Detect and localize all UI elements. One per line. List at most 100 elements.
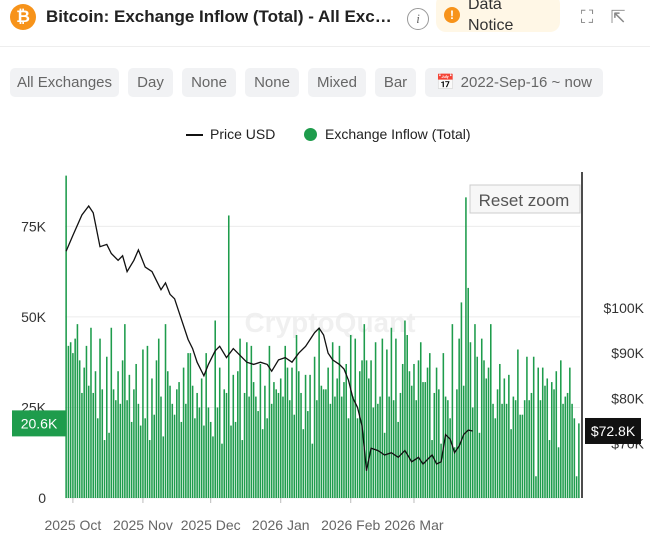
- inflow-bar: [397, 421, 399, 498]
- inflow-bar: [194, 418, 196, 498]
- inflow-bar: [176, 389, 178, 498]
- inflow-bar: [535, 476, 537, 498]
- watermark: CryptoQuant: [244, 307, 415, 338]
- inflow-bar: [266, 418, 268, 498]
- inflow-bar: [99, 338, 101, 498]
- inflow-bar: [74, 338, 76, 498]
- info-icon[interactable]: i: [407, 8, 429, 30]
- inflow-bar: [419, 342, 422, 498]
- inflow-bar: [517, 349, 519, 498]
- inflow-bar: [121, 360, 124, 498]
- filter-scale[interactable]: Mixed: [308, 68, 366, 97]
- inflow-bar: [401, 363, 404, 498]
- svg-text:CryptoQuant: CryptoQuant: [244, 307, 415, 338]
- inflow-bar: [474, 324, 476, 498]
- inflow-bar: [173, 414, 176, 498]
- inflow-bar: [467, 287, 469, 498]
- inflow-bar: [499, 363, 501, 498]
- inflow-bar: [241, 440, 244, 498]
- inflow-bar: [322, 389, 325, 498]
- inflow-bar: [85, 345, 88, 498]
- filter-chart-type[interactable]: Bar: [375, 68, 416, 97]
- inflow-bar: [83, 367, 85, 498]
- header-divider: [0, 46, 650, 47]
- inflow-bar: [189, 353, 192, 498]
- inflow-bar: [469, 342, 472, 498]
- inflow-bar: [157, 338, 160, 498]
- inflow-bar: [252, 382, 255, 498]
- filter-moving-average[interactable]: None: [182, 68, 236, 97]
- inflow-bar: [530, 392, 533, 498]
- current-inflow-label: 20.6K: [21, 415, 58, 431]
- legend-inflow-label[interactable]: Exchange Inflow (Total): [325, 126, 471, 142]
- x-tick-label: 2025 Dec: [181, 517, 241, 533]
- inflow-bar: [550, 382, 553, 498]
- inflow-bar: [182, 367, 185, 498]
- y-right-tick-label: $100K: [604, 300, 645, 316]
- inflow-bar: [562, 403, 564, 498]
- inflow-bar: [438, 389, 440, 498]
- inflow-bar: [130, 421, 133, 498]
- inflow-bar: [200, 378, 203, 498]
- inflow-bar: [302, 429, 305, 498]
- gridlines: [65, 225, 580, 499]
- inflow-bar: [94, 371, 97, 498]
- inflow-bar: [548, 440, 551, 498]
- reset-zoom-button[interactable]: Reset zoom: [469, 184, 581, 214]
- inflow-bar: [347, 418, 350, 498]
- inflow-bar: [392, 400, 395, 498]
- legend-price-label[interactable]: Price USD: [210, 126, 276, 142]
- filter-indicator[interactable]: None: [245, 68, 299, 97]
- inflow-bar: [508, 374, 510, 498]
- x-axis: 2025 Oct 2025 Nov 2025 Dec 2026 Jan 2026 Feb…: [44, 498, 444, 533]
- legend-inflow-swatch: [304, 128, 317, 141]
- filter-date-range[interactable]: 📅 2022-Sep-16 ~ now: [425, 68, 603, 97]
- y-right-tick-label: $80K: [611, 390, 644, 406]
- inflow-bar: [519, 414, 521, 498]
- inflow-bar: [69, 342, 72, 498]
- inflow-bar: [424, 382, 427, 498]
- inflow-bar: [539, 400, 542, 498]
- filter-window[interactable]: Day: [128, 68, 173, 97]
- share-icon[interactable]: ⇱: [610, 7, 626, 27]
- chart-header: ₿ Bitcoin: Exchange Inflow (Total) - All…: [0, 0, 650, 46]
- expand-icon[interactable]: ⛶: [580, 7, 594, 27]
- inflow-bar: [318, 327, 320, 498]
- inflow-bar: [198, 407, 201, 498]
- inflow-bar: [218, 367, 221, 498]
- inflow-bar: [243, 392, 246, 498]
- inflow-bar: [237, 371, 239, 498]
- inflow-bar: [151, 378, 153, 498]
- inflow-bar: [65, 175, 67, 498]
- filter-exchange[interactable]: All Exchanges: [10, 68, 119, 97]
- inflow-bar: [185, 403, 187, 498]
- inflow-bar: [343, 382, 345, 498]
- inflow-bar: [374, 342, 377, 498]
- inflow-bar: [246, 342, 248, 498]
- inflow-bar: [456, 389, 458, 498]
- inflow-bar: [422, 382, 424, 498]
- inflow-bar: [442, 353, 445, 498]
- inflow-bar: [300, 392, 302, 498]
- date-range-label: 2022-Sep-16 ~ now: [460, 74, 593, 91]
- inflow-bar: [331, 342, 334, 498]
- inflow-bar: [485, 378, 488, 498]
- calendar-icon: 📅: [435, 74, 455, 91]
- reset-zoom-label: Reset zoom: [479, 191, 570, 210]
- inflow-bar: [496, 389, 499, 498]
- inflow-bar: [564, 396, 567, 498]
- data-notice-button[interactable]: ! Data Notice: [436, 0, 560, 34]
- inflow-bar: [160, 396, 162, 498]
- inflow-bar: [221, 443, 223, 498]
- inflow-bar: [234, 421, 237, 498]
- inflow-bar: [471, 407, 474, 498]
- inflow-bar: [352, 396, 354, 498]
- inflow-bar: [399, 392, 402, 498]
- inflow-bar: [478, 432, 481, 498]
- inflow-bar: [381, 338, 384, 498]
- inflow-bar: [112, 389, 115, 498]
- inflow-bar: [307, 411, 309, 498]
- inflow-bar: [119, 403, 122, 498]
- inflow-bar: [153, 414, 156, 498]
